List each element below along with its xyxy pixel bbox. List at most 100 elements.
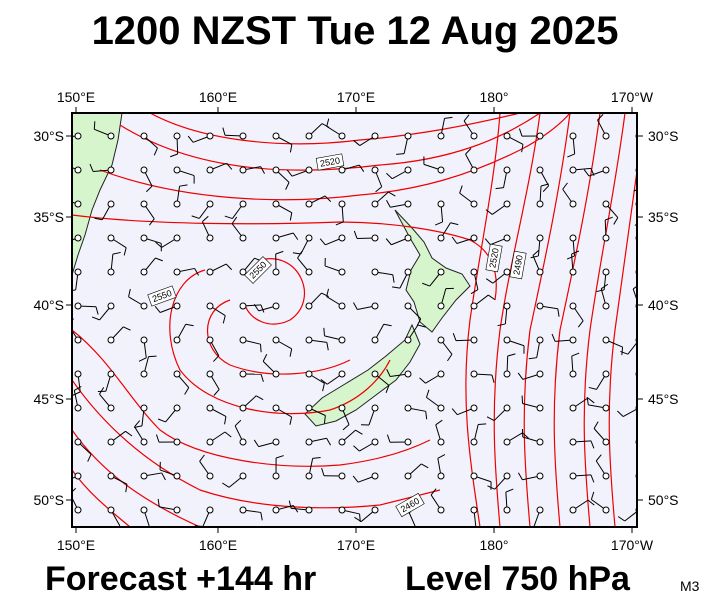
lat-label-right: 30°S	[648, 128, 679, 144]
barb-station	[239, 166, 247, 174]
contour-label-text: 2520	[319, 155, 340, 168]
lon-label-bottom: 170°E	[337, 537, 375, 553]
barb-feather	[260, 512, 263, 521]
barb-station	[470, 200, 478, 208]
barb-station	[371, 404, 379, 412]
barb-feather	[375, 186, 383, 193]
lon-label-bottom: 170°W	[611, 537, 654, 553]
barb-feather	[289, 144, 293, 153]
lat-label-left: 40°S	[33, 297, 64, 313]
barb-feather	[587, 397, 595, 404]
barb-feather	[99, 387, 105, 395]
barb-feather	[459, 185, 463, 194]
barb-station	[569, 438, 577, 446]
barb-station	[470, 166, 478, 174]
barb-feather	[89, 163, 94, 172]
barb-station	[437, 132, 445, 140]
lat-label-left: 50°S	[33, 492, 64, 508]
barb-station	[74, 132, 82, 140]
barb-station	[371, 132, 379, 140]
barb-station	[107, 370, 115, 378]
barb-station	[74, 404, 82, 412]
barb-station	[206, 200, 214, 208]
barb-feather	[620, 350, 629, 355]
lon-label-top: 150°E	[57, 89, 95, 105]
barb-feather	[288, 500, 292, 509]
contour-label-box	[509, 250, 527, 280]
barb-feather	[517, 472, 523, 480]
barb-station	[74, 506, 82, 514]
barb-feather	[353, 230, 358, 239]
barb-station	[140, 132, 148, 140]
barb-feather	[385, 238, 392, 246]
barb-station	[272, 166, 280, 174]
barb-station	[569, 404, 577, 412]
barb-station	[305, 268, 313, 276]
lon-label-bottom: 180°	[480, 537, 509, 553]
barb-station	[338, 336, 346, 344]
barb-feather	[95, 306, 99, 315]
barb-feather	[292, 232, 299, 240]
barb-station	[404, 404, 412, 412]
barb-feather	[557, 308, 560, 317]
contour-label-box	[485, 243, 503, 273]
barb-station	[74, 166, 82, 174]
barb-feather	[260, 373, 264, 382]
barb-feather	[383, 323, 392, 327]
contour-label-box	[315, 153, 345, 171]
contour-label: 2550	[147, 285, 177, 307]
barb-station	[503, 472, 511, 480]
barb-station	[503, 200, 511, 208]
barb-feather	[588, 386, 597, 390]
barb-station	[470, 268, 478, 276]
barb-feather	[386, 369, 391, 377]
barb-feather	[465, 148, 472, 155]
barb-station	[569, 370, 577, 378]
barb-feather	[353, 140, 361, 146]
barb-station	[272, 200, 280, 208]
barb-station	[437, 166, 445, 174]
barb-station	[569, 506, 577, 514]
barb-feather	[386, 172, 393, 180]
barb-station	[338, 166, 346, 174]
barb-station	[569, 336, 577, 344]
lat-label-left: 45°S	[33, 391, 64, 407]
barb-feather	[435, 419, 443, 426]
barb-station	[272, 438, 280, 446]
barb-station	[404, 200, 412, 208]
barb-feather	[153, 147, 158, 156]
barb-feather	[497, 323, 506, 327]
barb-station	[404, 472, 412, 480]
barb-station	[272, 268, 280, 276]
barb-station	[74, 268, 82, 276]
barb-station	[206, 268, 214, 276]
barb-station	[371, 370, 379, 378]
barb-station	[107, 166, 115, 174]
barb-feather	[320, 379, 328, 385]
barb-feather	[422, 282, 430, 287]
barb-feather	[437, 454, 446, 459]
barb-station	[206, 234, 214, 242]
barb-feather	[161, 472, 166, 481]
barb-station	[173, 132, 181, 140]
barb-feather	[191, 215, 200, 219]
barb-feather	[297, 251, 303, 259]
barb-station	[206, 166, 214, 174]
contour-label: 2490	[509, 250, 527, 280]
barb-station	[305, 132, 313, 140]
barb-station	[107, 404, 115, 412]
barb-station	[338, 268, 346, 276]
barb-feather	[392, 274, 395, 283]
barb-station	[536, 336, 544, 344]
barb-station	[74, 302, 82, 310]
contour-label-box	[147, 285, 177, 307]
barb-feather	[169, 153, 178, 158]
barb-feather	[289, 348, 293, 357]
barb-station	[602, 200, 610, 208]
barb-feather	[286, 169, 293, 177]
barb-station	[503, 404, 511, 412]
barb-feather	[72, 391, 81, 396]
barb-station	[173, 506, 181, 514]
lat-label-left: 35°S	[33, 209, 64, 225]
barb-station	[206, 132, 214, 140]
